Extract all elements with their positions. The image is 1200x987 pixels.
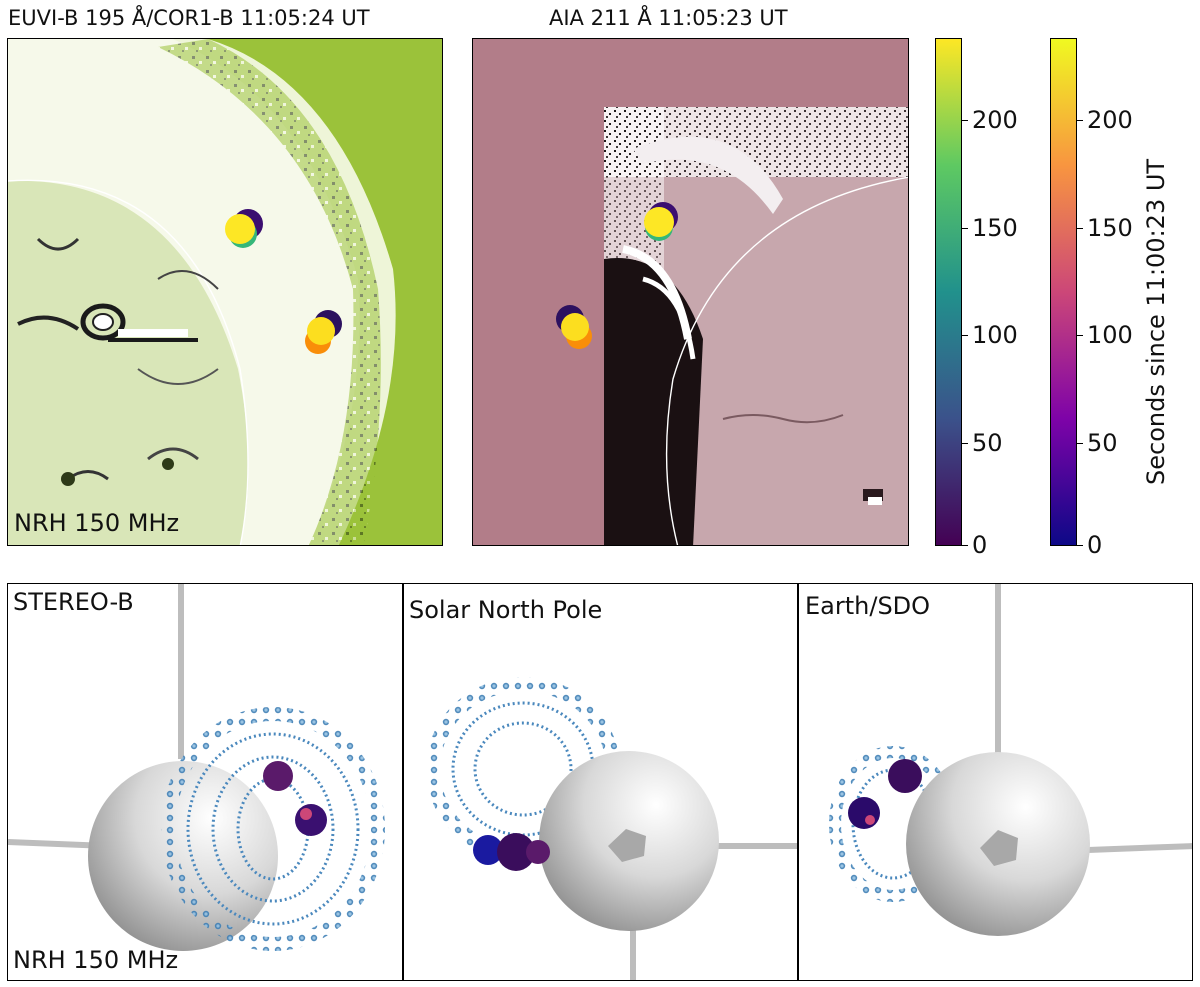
- panel-divider-1: [402, 584, 404, 980]
- viridis-tick-50: 50: [972, 429, 1003, 457]
- viridis-tick-100: 100: [972, 321, 1018, 349]
- earth-sdo-3d-view: [829, 584, 1192, 936]
- euvi-panel-title: EUVI-B 195 Å/COR1-B 11:05:24 UT: [8, 6, 370, 30]
- euvi-cor1-image-panel: NRH 150 MHz: [7, 38, 443, 546]
- plasma-colorbar: [1050, 38, 1077, 546]
- plasma-colorbar-ticks: 0 50 100 150 200: [1077, 0, 1157, 987]
- aia-image-svg: [473, 39, 908, 545]
- plasma-tick-200: 200: [1087, 106, 1133, 134]
- radio-source-cluster-upper: [225, 209, 263, 248]
- colorbar-axis-label: Seconds since 11:00:23 UT: [1142, 158, 1170, 485]
- plasma-tick-0: 0: [1087, 531, 1103, 559]
- viridis-colorbar: [935, 38, 962, 546]
- aia-radio-source-upper: [644, 202, 678, 241]
- viridis-colorbar-ticks: 0 50 100 150 200: [962, 0, 1042, 987]
- viridis-tick-0: 0: [972, 531, 988, 559]
- nrh-frequency-label: NRH 150 MHz: [14, 509, 180, 537]
- plasma-tick-100: 100: [1087, 321, 1133, 349]
- stereo-b-sublabel: NRH 150 MHz: [13, 946, 179, 974]
- aia-panel-title: AIA 211 Å 11:05:23 UT: [549, 6, 788, 30]
- radio-source-cluster-lower: [305, 310, 342, 354]
- aia-image-panel: [472, 38, 909, 546]
- stereo-b-3d-view: [8, 584, 385, 951]
- earth-sdo-label: Earth/SDO: [805, 592, 931, 620]
- viridis-tick-150: 150: [972, 214, 1018, 242]
- viridis-tick-200: 200: [972, 106, 1018, 134]
- aia-radio-source-lower: [556, 305, 592, 349]
- geometry-3d-figure: STEREO-B NRH 150 MHz Solar North Pole Ea…: [7, 583, 1193, 981]
- solar-north-pole-3d-view: [426, 677, 797, 980]
- plasma-tick-150: 150: [1087, 214, 1133, 242]
- euvi-image-svg: [8, 39, 442, 545]
- plasma-tick-50: 50: [1087, 429, 1118, 457]
- stereo-b-label: STEREO-B: [13, 588, 134, 616]
- panel-divider-2: [797, 584, 799, 980]
- solar-north-pole-label: Solar North Pole: [409, 596, 603, 624]
- geometry-3d-svg: [8, 584, 1192, 980]
